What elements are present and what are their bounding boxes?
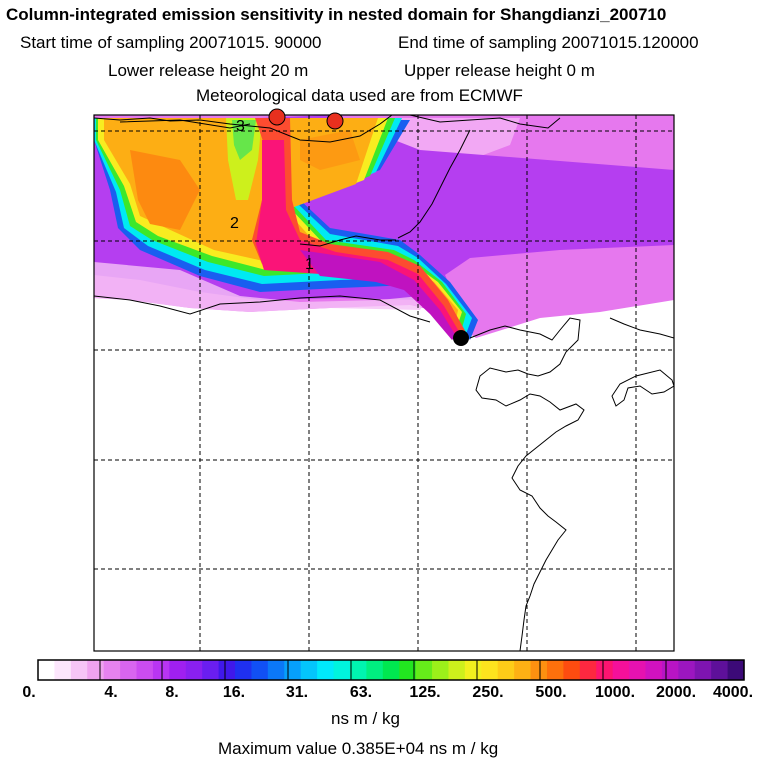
- colorbar-swatch: [202, 660, 220, 680]
- release-site-marker: [453, 330, 469, 346]
- border-line-mid: [299, 235, 396, 247]
- field-level-purple-core: [300, 250, 456, 340]
- colorbar-tick-label: 31.: [285, 684, 309, 701]
- day-marker-2: 2: [230, 215, 239, 232]
- colorbar-swatch: [464, 660, 482, 680]
- colorbar-swatch: [448, 660, 466, 680]
- colorbar-swatch: [251, 660, 269, 680]
- met-data-label: Meteorological data used are from ECMWF: [196, 86, 523, 105]
- colorbar-swatch: [415, 660, 433, 680]
- colorbar-swatch: [38, 660, 56, 680]
- colorbar-swatch: [218, 660, 236, 680]
- colorbar-swatch: [694, 660, 712, 680]
- colorbar-swatch: [317, 660, 335, 680]
- field-level-orange-dark-2: [300, 130, 360, 170]
- colorbar-swatch: [103, 660, 121, 680]
- colorbar-swatch: [530, 660, 548, 680]
- colorbar-swatch: [711, 660, 729, 680]
- colorbar-swatch: [579, 660, 597, 680]
- border-line-west: [94, 295, 431, 323]
- colorbar-tick-label: 4.: [104, 684, 118, 701]
- colorbar: [37, 659, 745, 681]
- upper-release-label: Upper release height 0 m: [404, 61, 595, 80]
- colorbar-tick-label: 4000.: [712, 684, 754, 701]
- colorbar-tick-label: 250.: [472, 684, 504, 701]
- colorbar-swatch: [152, 660, 170, 680]
- colorbar-swatch: [612, 660, 630, 680]
- plume-centroid-marker: [268, 108, 286, 126]
- border-line: [119, 119, 251, 129]
- plume-centroid-marker: [326, 112, 344, 130]
- colorbar-tick-label: 1000.: [594, 684, 636, 701]
- colorbar-tick-label: 0.: [22, 684, 36, 701]
- colorbar-swatch: [333, 660, 351, 680]
- colorbar-swatch: [120, 660, 138, 680]
- field-level-central-green: [232, 120, 256, 160]
- coastlines: [94, 115, 674, 651]
- border-line-east: [397, 129, 471, 239]
- end-time-label: End time of sampling 20071015.120000: [398, 33, 699, 52]
- colorbar-swatch: [546, 660, 564, 680]
- colorbar-swatch: [366, 660, 384, 680]
- colorbar-swatch: [284, 660, 302, 680]
- colorbar-swatch: [497, 660, 515, 680]
- colorbar-swatch: [514, 660, 532, 680]
- border-line-north: [409, 115, 561, 129]
- colorbar-swatch: [661, 660, 679, 680]
- colorbar-swatch: [70, 660, 88, 680]
- field-level-lowfade: [94, 262, 430, 312]
- coastline-island: [611, 369, 674, 407]
- coastline: [94, 115, 393, 143]
- colorbar-swatch: [645, 660, 663, 680]
- colorbar-swatch: [382, 660, 400, 680]
- colorbar-tick-label: 63.: [349, 684, 373, 701]
- start-time-label: Start time of sampling 20071015. 90000: [20, 33, 322, 52]
- max-value-label: Maximum value 0.385E+04 ns m / kg: [218, 739, 499, 758]
- colorbar-frame: [37, 659, 745, 681]
- colorbar-swatch: [169, 660, 187, 680]
- colorbar-swatch: [596, 660, 614, 680]
- colorbar-swatch: [349, 660, 367, 680]
- colorbar-swatch: [563, 660, 581, 680]
- lower-release-label: Lower release height 20 m: [108, 61, 309, 80]
- colorbar-swatch: [267, 660, 285, 680]
- colorbar-tick-label: 500.: [535, 684, 567, 701]
- colorbar-tick-label: 2000.: [655, 684, 697, 701]
- colorbar-swatch: [432, 660, 450, 680]
- colorbar-swatch: [481, 660, 499, 680]
- coastline-bay: [609, 317, 674, 339]
- coastline-east: [469, 317, 585, 651]
- colorbar-swatch: [678, 660, 696, 680]
- colorbar-tick-label: 125.: [409, 684, 441, 701]
- colorbar-swatch: [399, 660, 417, 680]
- colorbar-swatch: [727, 660, 745, 680]
- colorbar-swatch: [54, 660, 72, 680]
- colorbar-swatch: [235, 660, 253, 680]
- colorbar-swatch: [87, 660, 105, 680]
- colorbar-swatch: [629, 660, 647, 680]
- colorbar-swatch: [136, 660, 154, 680]
- colorbar-tick-label: 16.: [222, 684, 246, 701]
- colorbar-swatch: [300, 660, 318, 680]
- colorbar-swatch: [185, 660, 203, 680]
- day-marker-1: 1: [305, 256, 314, 273]
- graticule: [94, 115, 674, 651]
- colorbar-tick-label: 8.: [165, 684, 179, 701]
- map-frame: [93, 114, 675, 652]
- field-level-orange-dark: [130, 150, 200, 230]
- colorbar-unit: ns m / kg: [331, 709, 400, 728]
- sensitivity-field: [94, 115, 674, 344]
- map-title: Column-integrated emission sensitivity i…: [6, 5, 667, 24]
- day-marker-3: 3: [236, 118, 245, 135]
